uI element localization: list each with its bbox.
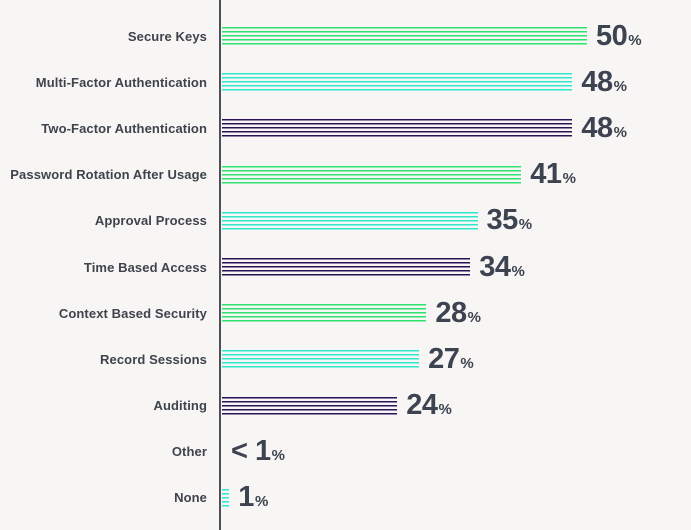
chart-row: Secure Keys 50% [0, 13, 691, 59]
value-number: 41 [530, 158, 562, 191]
bar-area: 50% [219, 19, 691, 52]
value-number: 34 [479, 250, 511, 283]
bar-area: 27% [219, 342, 691, 375]
bar [222, 211, 478, 230]
percent-sign: % [518, 216, 533, 234]
bar-area: 48% [219, 111, 691, 144]
bar-area: 48% [219, 65, 691, 98]
percent-sign: % [562, 170, 576, 188]
value-number: 48 [581, 65, 613, 98]
value-number: 35 [486, 204, 519, 237]
bar [222, 73, 573, 92]
value-label: 35% [487, 206, 533, 235]
category-label: Password Rotation After Usage [10, 167, 207, 183]
category-label: Context Based Security [58, 305, 207, 321]
bar-area: 28% [219, 296, 691, 329]
chart-row: Other < 1% [0, 429, 691, 475]
category-label: Secure Keys [127, 28, 207, 44]
bar [222, 396, 398, 415]
bar [222, 350, 420, 369]
chart-row: Password Rotation After Usage 41% [0, 152, 691, 198]
value-label: 24% [406, 391, 452, 420]
bar-area: 34% [219, 250, 691, 283]
percent-sign: % [254, 493, 269, 511]
percent-sign: % [613, 123, 627, 141]
bar [222, 258, 471, 277]
category-label: Auditing [153, 398, 207, 414]
value-number: < 1 [231, 435, 271, 468]
bar [222, 165, 522, 184]
bar [222, 304, 427, 323]
value-label: 48% [581, 65, 627, 98]
percent-sign: % [467, 308, 481, 326]
chart-row: Record Sessions 27% [0, 336, 691, 382]
bar [222, 488, 230, 507]
value-label: 27% [428, 342, 474, 375]
percent-sign: % [438, 401, 452, 419]
category-label: None [174, 490, 207, 506]
chart-row: None 1% [0, 475, 691, 521]
category-label: Two-Factor Authentication [41, 120, 207, 136]
y-axis-line [219, 0, 221, 530]
category-label: Multi-Factor Authentication [35, 74, 207, 90]
value-label: < 1% [231, 437, 285, 466]
category-label: Time Based Access [83, 259, 207, 275]
value-label: 34% [479, 250, 525, 283]
chart-row: Auditing 24% [0, 383, 691, 429]
bar [222, 27, 587, 46]
value-number: 1 [238, 481, 254, 514]
bar-area: < 1% [219, 437, 691, 466]
category-label: Other [171, 444, 207, 460]
percent-sign: % [271, 447, 285, 465]
bar-area: 1% [219, 483, 691, 512]
value-label: 50% [596, 19, 642, 52]
value-number: 48 [581, 111, 613, 144]
value-number: 50 [596, 19, 628, 52]
bar-area: 24% [219, 391, 691, 420]
bar-area: 35% [219, 206, 691, 235]
percent-sign: % [511, 262, 525, 280]
value-label: 28% [435, 296, 481, 329]
chart-row: Two-Factor Authentication 48% [0, 105, 691, 151]
bar [222, 119, 573, 138]
value-number: 28 [435, 296, 467, 329]
percent-sign: % [460, 354, 474, 372]
category-label: Record Sessions [100, 351, 207, 367]
percent-sign: % [628, 31, 642, 49]
value-label: 48% [581, 111, 627, 144]
chart-row: Time Based Access 34% [0, 244, 691, 290]
chart-row: Context Based Security 28% [0, 290, 691, 336]
category-label: Approval Process [94, 213, 207, 229]
value-label: 41% [530, 160, 576, 189]
chart-row: Multi-Factor Authentication 48% [0, 59, 691, 105]
value-number: 27 [428, 342, 460, 375]
value-number: 24 [406, 389, 438, 422]
value-label: 1% [238, 483, 268, 512]
bar-area: 41% [219, 160, 691, 189]
percent-sign: % [613, 77, 627, 95]
chart-row: Approval Process 35% [0, 198, 691, 244]
